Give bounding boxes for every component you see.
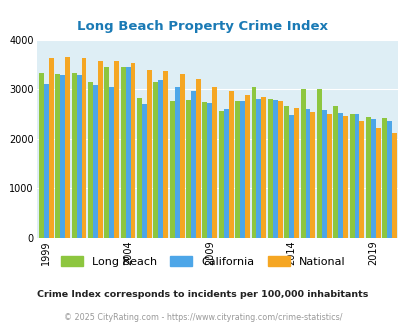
Bar: [349, 114, 354, 238]
Bar: [147, 70, 151, 238]
Bar: [109, 86, 114, 238]
Bar: [277, 102, 282, 238]
Bar: [44, 84, 49, 238]
Bar: [65, 57, 70, 238]
Bar: [305, 109, 310, 238]
Bar: [191, 91, 196, 238]
Bar: [310, 112, 315, 238]
Bar: [114, 61, 119, 238]
Bar: [293, 108, 298, 238]
Bar: [284, 106, 288, 238]
Bar: [354, 115, 358, 238]
Text: © 2025 CityRating.com - https://www.cityrating.com/crime-statistics/: © 2025 CityRating.com - https://www.city…: [64, 313, 341, 322]
Bar: [228, 91, 233, 238]
Bar: [120, 67, 125, 238]
Bar: [256, 99, 261, 238]
Bar: [93, 85, 98, 238]
Bar: [39, 73, 44, 238]
Bar: [386, 121, 391, 238]
Bar: [218, 112, 223, 238]
Bar: [130, 63, 135, 238]
Bar: [321, 110, 326, 238]
Bar: [382, 118, 386, 238]
Bar: [163, 71, 168, 238]
Bar: [267, 99, 272, 238]
Legend: Long Beach, California, National: Long Beach, California, National: [60, 256, 345, 267]
Bar: [179, 74, 184, 238]
Bar: [326, 115, 331, 238]
Bar: [142, 104, 147, 238]
Text: Long Beach Property Crime Index: Long Beach Property Crime Index: [77, 20, 328, 33]
Bar: [98, 61, 102, 238]
Bar: [391, 133, 396, 238]
Bar: [342, 116, 347, 238]
Bar: [212, 86, 217, 238]
Bar: [169, 102, 174, 238]
Bar: [337, 113, 342, 238]
Bar: [77, 75, 81, 238]
Bar: [223, 109, 228, 238]
Bar: [137, 98, 142, 238]
Bar: [272, 100, 277, 238]
Bar: [251, 86, 256, 238]
Bar: [158, 80, 163, 238]
Bar: [358, 121, 363, 238]
Bar: [239, 101, 244, 238]
Bar: [370, 119, 375, 238]
Bar: [174, 86, 179, 238]
Bar: [234, 102, 239, 238]
Bar: [72, 73, 77, 238]
Bar: [207, 103, 212, 238]
Bar: [244, 95, 249, 238]
Bar: [202, 102, 207, 238]
Bar: [49, 58, 53, 238]
Bar: [81, 58, 86, 238]
Bar: [153, 82, 158, 238]
Bar: [60, 75, 65, 238]
Bar: [196, 79, 200, 238]
Bar: [365, 117, 370, 238]
Bar: [375, 128, 380, 238]
Bar: [333, 106, 337, 238]
Text: Crime Index corresponds to incidents per 100,000 inhabitants: Crime Index corresponds to incidents per…: [37, 290, 368, 299]
Bar: [55, 74, 60, 238]
Bar: [104, 67, 109, 238]
Bar: [261, 97, 266, 238]
Bar: [316, 89, 321, 238]
Bar: [300, 89, 305, 238]
Bar: [88, 82, 93, 238]
Bar: [125, 67, 130, 238]
Bar: [288, 115, 293, 238]
Bar: [185, 100, 191, 238]
